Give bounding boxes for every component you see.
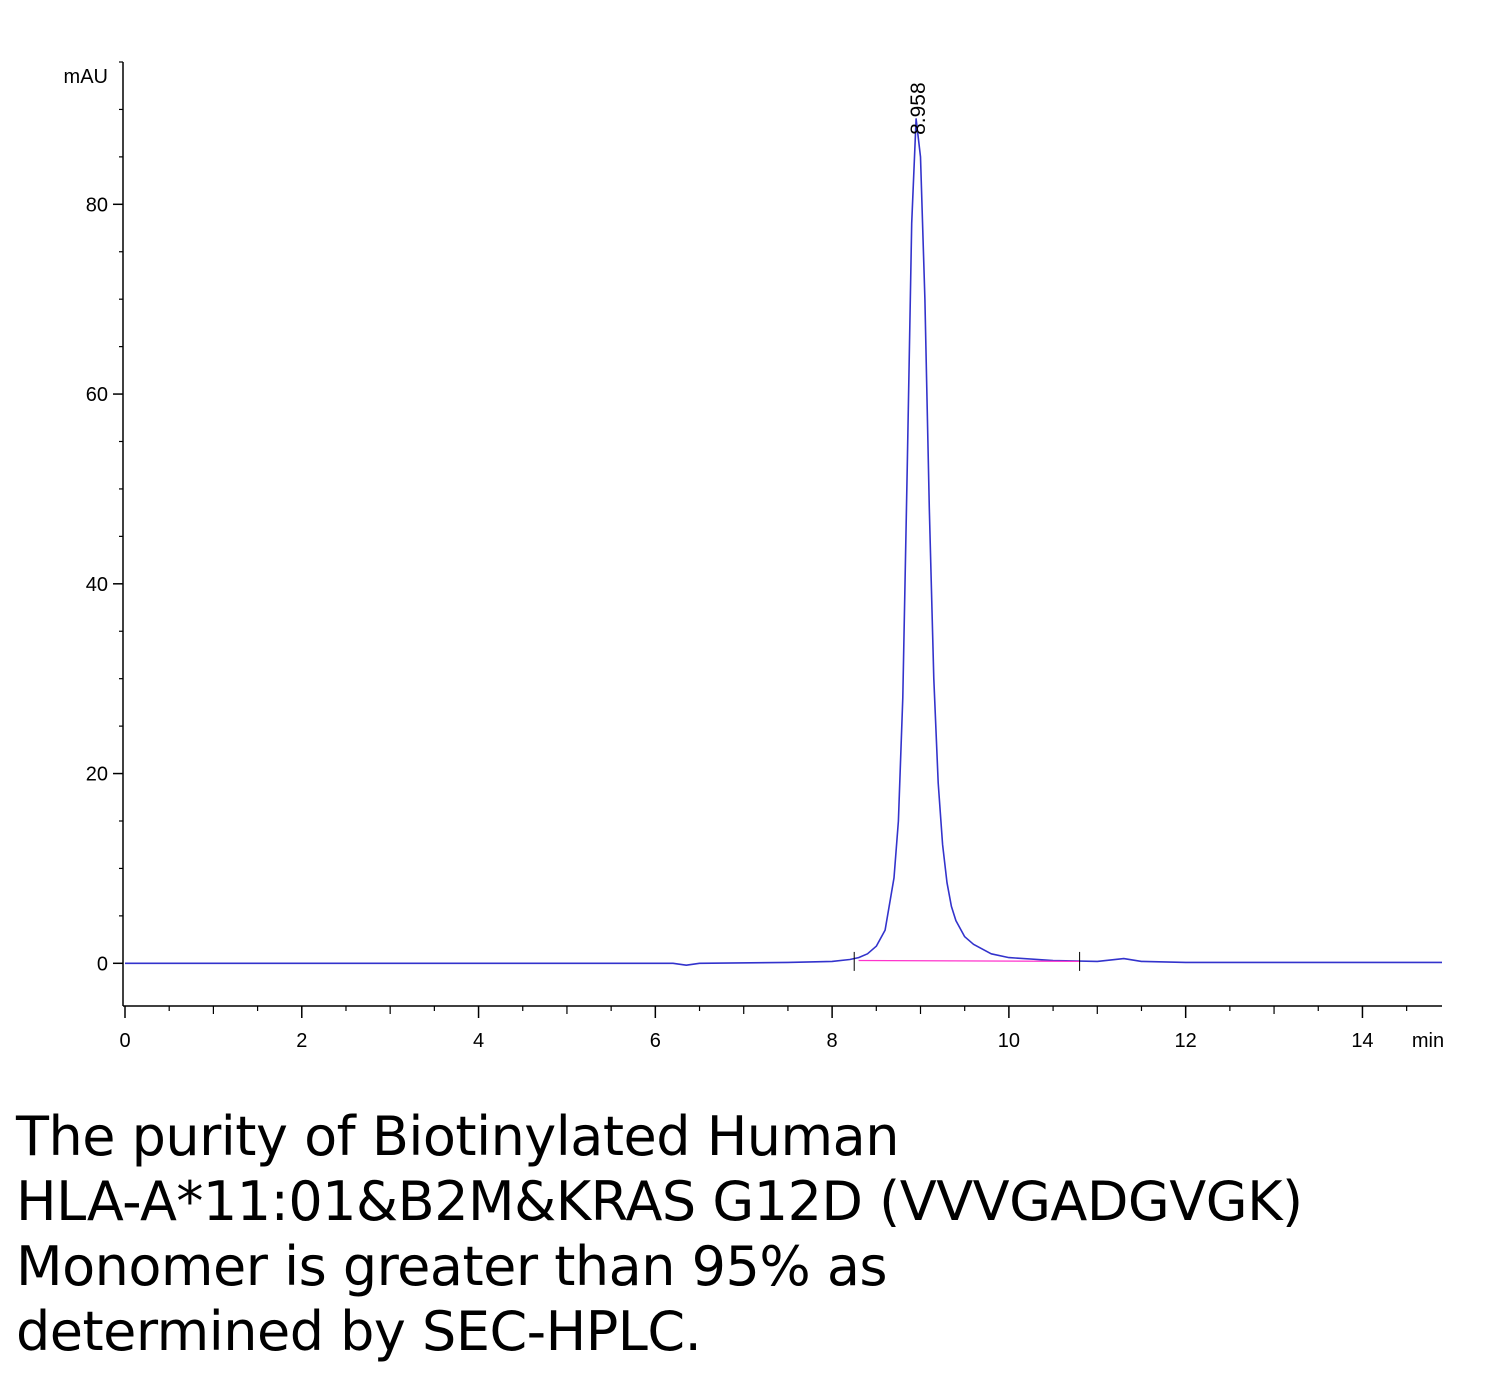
chromatogram-trace bbox=[125, 118, 1442, 967]
y-tick-label: 60 bbox=[86, 384, 108, 406]
peak-retention-label: 8.958 bbox=[907, 82, 930, 135]
baseline-trace bbox=[858, 959, 1080, 963]
series-layer bbox=[125, 118, 1442, 971]
annotation-layer: 8.958 bbox=[907, 82, 930, 135]
x-tick-label: 4 bbox=[473, 1030, 484, 1052]
x-axis: 0 2 4 6 8 10 12 14 min bbox=[119, 1005, 1444, 1052]
y-tick-label: 80 bbox=[86, 194, 108, 216]
y-axis: 0 20 40 60 80 mAU bbox=[64, 61, 124, 1006]
x-tick-label: 8 bbox=[827, 1030, 838, 1052]
figure-caption: The purity of Biotinylated Human HLA-A*1… bbox=[16, 1105, 1303, 1363]
x-tick-label: 14 bbox=[1351, 1030, 1373, 1052]
x-axis-unit: min bbox=[1412, 1030, 1444, 1052]
y-tick-label: 20 bbox=[86, 764, 108, 786]
x-tick-label: 2 bbox=[296, 1030, 307, 1052]
x-tick-label: 6 bbox=[650, 1030, 661, 1052]
y-tick-label: 40 bbox=[86, 574, 108, 596]
x-tick-label: 12 bbox=[1175, 1030, 1197, 1052]
chromatogram-chart: 0 20 40 60 80 mAU 0 2 4 6 8 10 12 14 min 8.958 bbox=[64, 61, 1444, 1052]
x-tick-label: 0 bbox=[119, 1030, 130, 1052]
x-tick-label: 10 bbox=[998, 1030, 1020, 1052]
y-tick-label: 0 bbox=[97, 953, 108, 975]
y-axis-unit: mAU bbox=[64, 66, 108, 88]
